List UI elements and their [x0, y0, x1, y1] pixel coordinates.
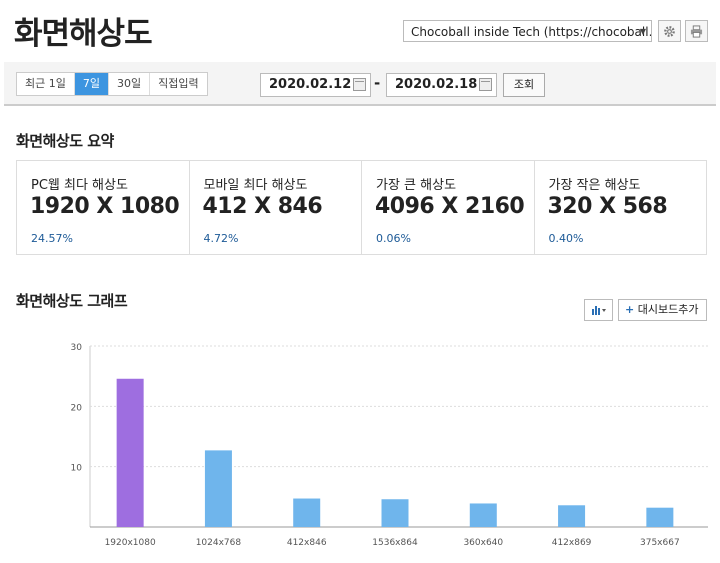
- card-value: 412 X 846: [202, 194, 323, 219]
- card-value: 1920 X 1080: [30, 194, 180, 219]
- chevron-down-icon: ▼: [639, 27, 646, 36]
- calendar-icon[interactable]: [353, 78, 366, 91]
- x-tick-label: 412x846: [287, 538, 327, 548]
- card-label: PC웹 최다 해상도: [31, 178, 128, 193]
- summary-card-largest: 가장 큰 해상도 4096 X 2160 0.06%: [362, 161, 535, 254]
- site-select[interactable]: Chocoball inside Tech (https://chocoball…: [403, 20, 652, 42]
- search-button[interactable]: 조회: [503, 73, 545, 97]
- summary-title: 화면해상도 요약: [16, 132, 114, 150]
- bar: [469, 503, 497, 527]
- end-date-value: 2020.02.18: [395, 77, 478, 92]
- add-dashboard-label: 대시보드추가: [637, 303, 699, 316]
- summary-card-smallest: 가장 작은 해상도 320 X 568 0.40%: [535, 161, 707, 254]
- bar: [558, 505, 586, 527]
- start-date-field[interactable]: 2020.02.12: [260, 73, 371, 97]
- card-value: 320 X 568: [547, 194, 668, 219]
- chart-type-button[interactable]: [584, 299, 613, 321]
- x-tick-label: 1024x768: [196, 538, 242, 548]
- y-tick-label: 30: [71, 343, 83, 353]
- y-tick-label: 20: [71, 403, 83, 413]
- summary-cards: PC웹 최다 해상도 1920 X 1080 24.57% 모바일 최다 해상도…: [16, 160, 707, 255]
- print-button[interactable]: [685, 20, 708, 42]
- range-1day-button[interactable]: 최근 1일: [17, 73, 75, 95]
- x-tick-label: 1536x864: [372, 538, 418, 548]
- plus-icon: +: [625, 303, 635, 316]
- resolution-bar-chart: 10 20 30 1920x1080 1024x768 412x846 1536x864 36…: [71, 343, 708, 548]
- summary-card-mobile: 모바일 최다 해상도 412 X 846 4.72%: [190, 161, 362, 254]
- calendar-icon[interactable]: [479, 78, 492, 91]
- card-percent: 24.57%: [31, 232, 73, 245]
- page-title: 화면해상도: [14, 16, 153, 52]
- site-select-value: Chocoball inside Tech (https://chocoball…: [411, 25, 652, 39]
- bar: [293, 498, 321, 527]
- bar-chart-icon: [591, 306, 606, 315]
- date-range-tabs: 최근 1일 7일 30일 직접입력: [16, 72, 208, 96]
- summary-card-pc: PC웹 최다 해상도 1920 X 1080 24.57%: [17, 161, 190, 254]
- x-tick-label: 375x667: [640, 538, 680, 548]
- settings-button[interactable]: [658, 20, 681, 42]
- y-tick-label: 10: [71, 464, 83, 474]
- range-7day-button[interactable]: 7일: [74, 73, 109, 95]
- date-separator: -: [374, 74, 381, 92]
- bar: [646, 507, 674, 527]
- card-percent: 0.40%: [548, 232, 584, 245]
- range-custom-button[interactable]: 직접입력: [158, 77, 199, 90]
- gear-icon: [664, 25, 675, 37]
- graph-title: 화면해상도 그래프: [16, 292, 128, 310]
- add-dashboard-button[interactable]: + 대시보드추가: [618, 299, 707, 321]
- bar: [204, 450, 232, 527]
- card-percent: 0.06%: [376, 232, 411, 245]
- card-label: 가장 작은 해상도: [548, 178, 641, 193]
- start-date-value: 2020.02.12: [269, 77, 352, 92]
- end-date-field[interactable]: 2020.02.18: [386, 73, 497, 97]
- x-tick-label: 360x640: [463, 538, 503, 548]
- card-value: 4096 X 2160: [375, 194, 525, 219]
- bar: [116, 378, 144, 527]
- card-percent: 4.72%: [203, 232, 239, 245]
- x-tick-label: 412x869: [552, 538, 592, 548]
- range-30day-button[interactable]: 30일: [109, 73, 151, 95]
- x-tick-label: 1920x1080: [105, 538, 156, 548]
- bar: [381, 499, 409, 527]
- card-label: 모바일 최다 해상도: [203, 178, 308, 193]
- print-icon: [690, 24, 703, 38]
- card-label: 가장 큰 해상도: [376, 178, 457, 193]
